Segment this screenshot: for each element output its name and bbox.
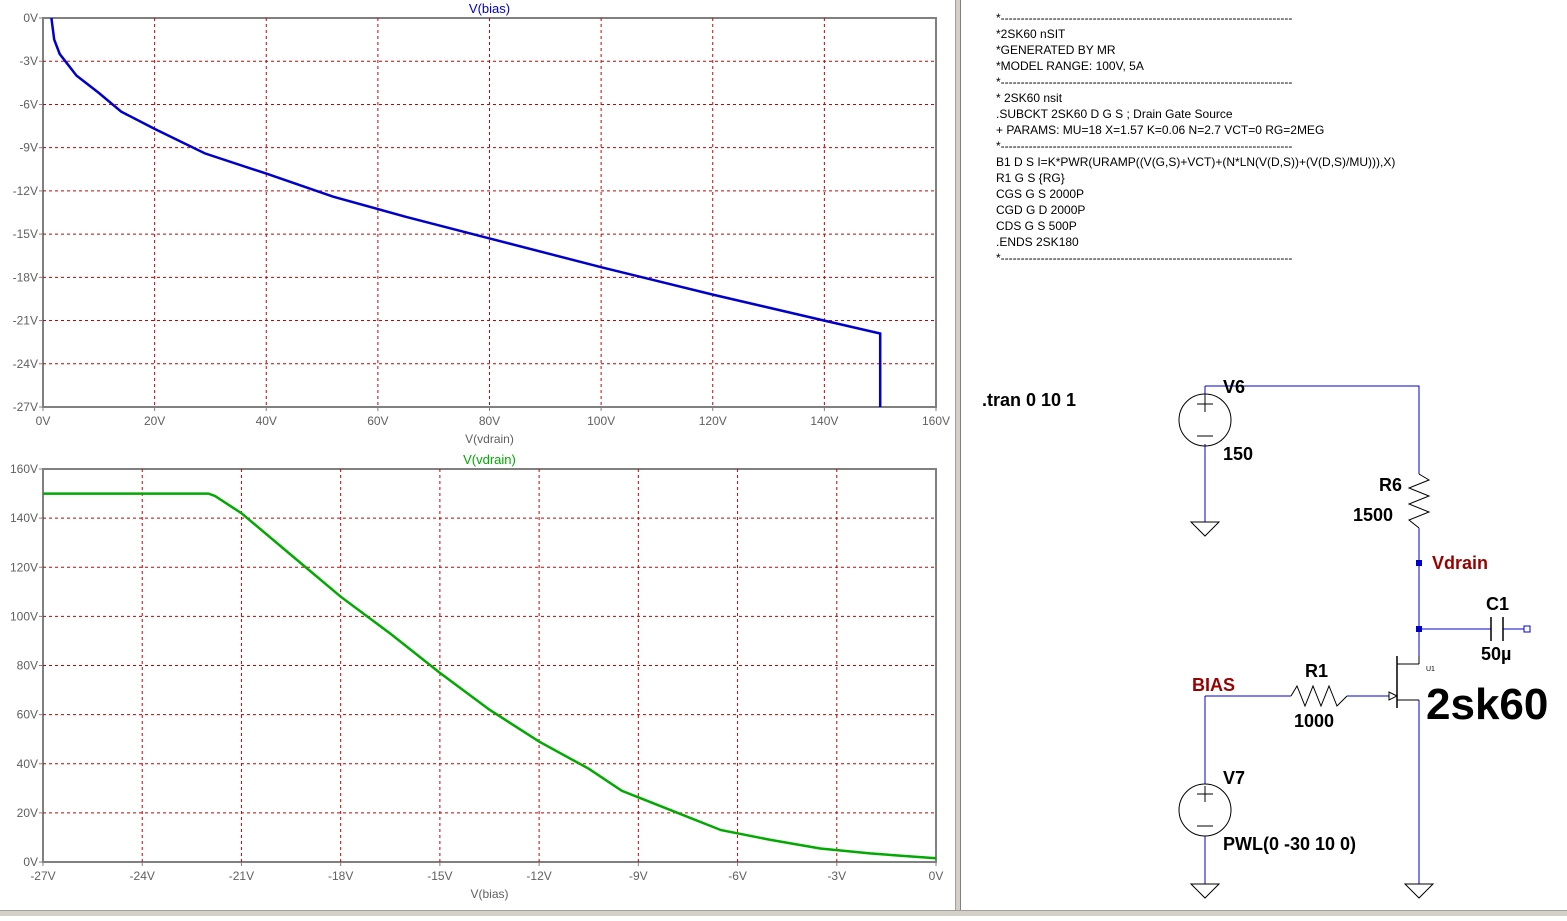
- netlist-line: .SUBCKT 2SK60 D G S ; Drain Gate Source: [996, 107, 1233, 121]
- x-tick-label: -9V: [629, 869, 648, 883]
- x-tick-label: -21V: [229, 869, 254, 883]
- v6-name: V6: [1223, 377, 1246, 397]
- c1-name: C1: [1486, 594, 1510, 614]
- waveform-viewer: 0V 20V 40V 60V 80V 100V 120V 140V 160V 0V -3V -6V -9…: [9, 1, 951, 901]
- x-tick-label: -6V: [728, 869, 747, 883]
- v7-value[interactable]: PWL(0 -30 10 0): [1223, 834, 1357, 854]
- schematic-wires: [1204, 385, 1527, 884]
- vdrain-node-dot: [1416, 560, 1422, 566]
- plot-vdrain-vs-bias[interactable]: -27V -24V -21V -18V -15V -12V -9V -6V -3V 0V 0V 20V…: [10, 452, 943, 901]
- x-tick-label: 120V: [699, 414, 727, 428]
- x-tick-label: -3V: [827, 869, 846, 883]
- capacitor-c1-icon[interactable]: [1490, 617, 1531, 641]
- r6-value[interactable]: 1500: [1353, 505, 1394, 525]
- schematic-canvas: [1178, 385, 1531, 899]
- v7-name: V7: [1223, 768, 1246, 788]
- ground-source-icon: [1403, 883, 1435, 899]
- x-tick-label: 40V: [256, 414, 277, 428]
- x-tick-label: 0V: [36, 414, 51, 428]
- junction-dot: [1416, 626, 1422, 632]
- x-tick-label: 140V: [810, 414, 838, 428]
- plot-bias-vs-vdrain[interactable]: 0V 20V 40V 60V 80V 100V 120V 140V 160V 0V -3V -6V -9…: [13, 1, 950, 446]
- y-tick-label: 80V: [17, 659, 38, 673]
- r1-value[interactable]: 1000: [1294, 711, 1335, 731]
- netlist-line: *GENERATED BY MR: [996, 43, 1116, 57]
- y-tick-label: 120V: [10, 560, 38, 574]
- x-tick-label: -24V: [130, 869, 155, 883]
- schematic-editor[interactable]: *---------------------------------------…: [961, 0, 1567, 916]
- netlist-line: *---------------------------------------…: [996, 139, 1293, 153]
- y-tick-label: -21V: [13, 314, 38, 328]
- netlist-line: *2SK60 nSIT: [996, 27, 1066, 41]
- v6-value[interactable]: 150: [1223, 444, 1254, 464]
- netlist-line: R1 G S {RG}: [996, 171, 1065, 185]
- vdrain-net-label[interactable]: Vdrain: [1432, 553, 1489, 573]
- netlist-line: *---------------------------------------…: [996, 75, 1293, 89]
- x-tick-label: -18V: [328, 869, 353, 883]
- ground-v7-icon: [1189, 883, 1221, 899]
- x-tick-label: 80V: [479, 414, 500, 428]
- plot-title[interactable]: V(vdrain): [463, 452, 516, 467]
- y-tick-label: 60V: [17, 708, 38, 722]
- y-tick-label: 140V: [10, 511, 38, 525]
- netlist-line: *MODEL RANGE: 100V, 5A: [996, 59, 1144, 73]
- y-tick-label: 0V: [23, 11, 38, 25]
- series-trace[interactable]: [43, 492, 937, 860]
- netlist-line: B1 D S I=K*PWR(URAMP((V(G,S)+VCT)+(N*LN(…: [996, 155, 1396, 169]
- netlist-line: .ENDS 2SK180: [996, 235, 1079, 249]
- y-tick-label: -3V: [19, 54, 38, 68]
- y-tick-label: -15V: [13, 227, 38, 241]
- y-tick-label: -9V: [19, 141, 38, 155]
- pane-splitter[interactable]: [955, 0, 961, 916]
- x-tick-label: 60V: [367, 414, 388, 428]
- netlist-line: + PARAMS: MU=18 X=1.57 K=0.06 N=2.7 VCT=…: [996, 123, 1325, 137]
- x-tick-label: 160V: [922, 414, 950, 428]
- y-tick-label: 40V: [17, 757, 38, 771]
- voltage-source-v6-icon[interactable]: [1178, 393, 1232, 447]
- r6-name: R6: [1379, 475, 1403, 495]
- plot-title[interactable]: V(bias): [469, 1, 510, 16]
- waveform-plots: 0V 20V 40V 60V 80V 100V 120V 140V 160V 0V -3V -6V -9…: [10, 1, 950, 901]
- x-tick-label: -12V: [526, 869, 551, 883]
- netlist-line: *---------------------------------------…: [996, 251, 1293, 265]
- x-tick-label: 100V: [587, 414, 615, 428]
- x-axis-label[interactable]: V(vdrain): [465, 432, 514, 446]
- ground-v6-icon: [1189, 521, 1221, 537]
- y-tick-label: -6V: [19, 97, 38, 111]
- resistor-r1-icon[interactable]: [1290, 684, 1348, 708]
- x-tick-label: 20V: [144, 414, 165, 428]
- y-tick-label: -24V: [13, 357, 38, 371]
- c1-value[interactable]: 50µ: [1481, 644, 1512, 664]
- r1-name: R1: [1305, 661, 1329, 681]
- series-trace[interactable]: [50, 17, 882, 407]
- y-tick-label: 100V: [10, 609, 38, 623]
- bias-net-label[interactable]: BIAS: [1192, 675, 1236, 695]
- x-tick-label: -15V: [427, 869, 452, 883]
- netlist-line: CGD G D 2000P: [996, 203, 1086, 217]
- jfet-model-label[interactable]: 2sk60: [1426, 680, 1549, 729]
- netlist-line: * 2SK60 nsit: [996, 91, 1063, 105]
- jfet-2sk60-icon[interactable]: [1388, 656, 1420, 708]
- u1-label: U1: [1426, 666, 1435, 673]
- y-tick-label: -12V: [13, 184, 38, 198]
- y-tick-label: 160V: [10, 462, 38, 476]
- x-tick-label: 0V: [929, 869, 944, 883]
- x-axis-label[interactable]: V(bias): [470, 887, 508, 901]
- netlist-line: CDS G S 500P: [996, 219, 1077, 233]
- y-tick-label: 0V: [23, 855, 38, 869]
- y-tick-label: -27V: [13, 400, 38, 414]
- y-tick-label: 20V: [17, 806, 38, 820]
- y-tick-label: -18V: [13, 270, 38, 284]
- voltage-source-v7-icon[interactable]: [1178, 783, 1232, 837]
- x-tick-label: -27V: [30, 869, 55, 883]
- window-bottom-border: [0, 910, 1567, 916]
- netlist-line: CGS G S 2000P: [996, 187, 1085, 201]
- tran-directive[interactable]: .tran 0 10 1: [982, 390, 1077, 410]
- netlist-line: *---------------------------------------…: [996, 11, 1293, 25]
- spice-netlist-comment[interactable]: *---------------------------------------…: [996, 10, 1395, 266]
- resistor-r6-icon[interactable]: [1407, 473, 1431, 529]
